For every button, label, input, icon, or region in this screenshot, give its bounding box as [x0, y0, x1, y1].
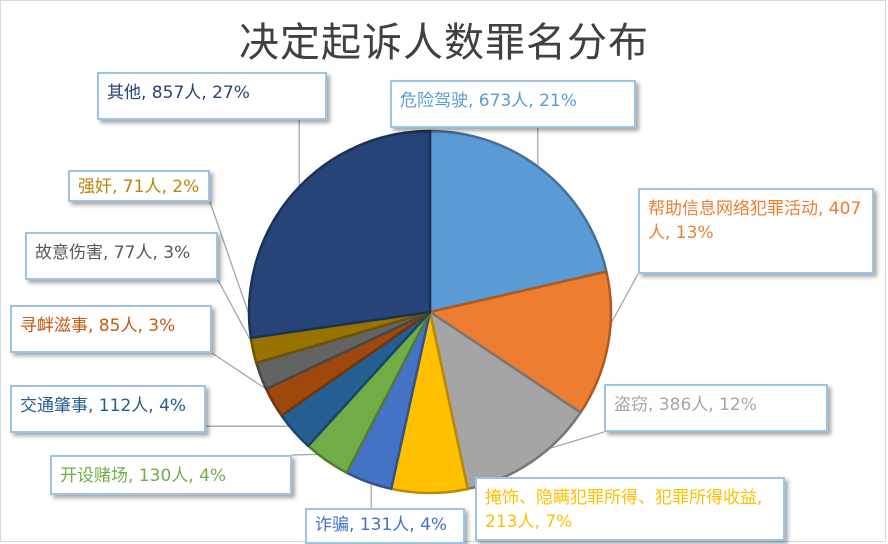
data-label-10: 强奸, 71人, 2% [68, 170, 210, 202]
data-label-11: 其他, 857人, 27% [97, 72, 327, 120]
data-label-5: 诈骗, 131人, 4% [305, 508, 465, 544]
pie-slice-1 [428, 129, 608, 314]
data-label-9: 故意伤害, 77人, 3% [25, 232, 218, 280]
chart-title: 决定起诉人数罪名分布 [239, 20, 649, 66]
pie-slice-2 [428, 270, 613, 414]
pie-slice-11 [247, 129, 432, 340]
data-label-4: 掩饰、隐瞒犯罪所得、犯罪所得收益, 213人, 7% [475, 477, 785, 541]
data-label-2: 帮助信息网络犯罪活动, 407人, 13% [638, 188, 874, 274]
data-label-3: 盗窃, 386人, 12% [604, 384, 828, 432]
data-label-6: 开设赌场, 130人, 4% [50, 455, 292, 495]
data-label-1: 危险驾驶, 673人, 21% [390, 80, 636, 128]
data-label-7: 交通肇事, 112人, 4% [10, 385, 206, 433]
data-label-8: 寻衅滋事, 85人, 3% [10, 305, 212, 353]
